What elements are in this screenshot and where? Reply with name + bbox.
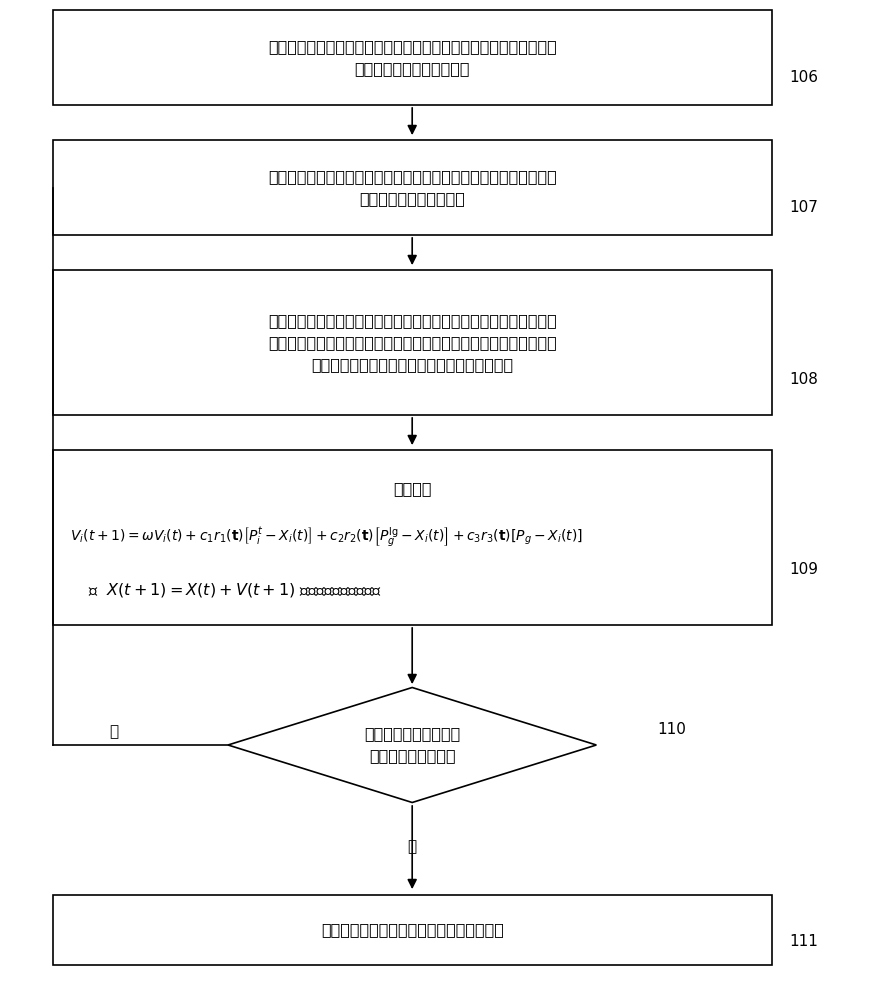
Text: 依据所述各干线上的各交叉口的绿信比和每条干线相邻交叉口间的相
位差，建立多个基础粒子群: 依据所述各干线上的各交叉口的绿信比和每条干线相邻交叉口间的相 位差，建立多个基础… <box>267 39 557 76</box>
Bar <box>53 895 772 965</box>
Bar <box>53 10 772 105</box>
Bar <box>53 140 772 235</box>
Text: 109: 109 <box>789 562 818 578</box>
Text: 是: 是 <box>110 724 118 740</box>
Text: 110: 110 <box>658 722 687 738</box>
Text: 获取上层协调粒子群在迭代过程中的最优解: 获取上层协调粒子群在迭代过程中的最优解 <box>321 922 503 938</box>
Text: 106: 106 <box>789 70 818 85</box>
Text: 和  $X(t+1)=X(t)+V(t+1)$ 更新粒子的速度和位置: 和 $X(t+1)=X(t)+V(t+1)$ 更新粒子的速度和位置 <box>88 581 381 599</box>
Text: 107: 107 <box>789 200 818 215</box>
Text: $V_i(t+1)=\omega V_i(t)+c_1r_1(\mathbf{t})\left[P_i^t-X_i(t)\right]+c_2r_2(\math: $V_i(t+1)=\omega V_i(t)+c_1r_1(\mathbf{t… <box>70 526 583 549</box>
Text: 判断当前迭代次数是否
小于预设的第一阈值: 判断当前迭代次数是否 小于预设的第一阈值 <box>364 726 460 764</box>
Text: 111: 111 <box>789 934 818 950</box>
Polygon shape <box>228 688 596 802</box>
Text: 108: 108 <box>789 372 818 387</box>
Bar <box>53 450 772 625</box>
Text: 依据所述基础粒子的最优解和所述区域路网交通信号控制数学模型，
分别计算上层协调粒子群中各粒子的适应度值，并分别更新所述上层
协调粒子群中各粒子的个体最优解和全局: 依据所述基础粒子的最优解和所述区域路网交通信号控制数学模型， 分别计算上层协调粒… <box>267 313 557 372</box>
Bar <box>53 270 772 415</box>
Text: 否: 否 <box>408 840 417 854</box>
Text: 对所述多个基础粒子群进行迭代寻优，并获取所述多个基础粒子群在
迭代寻优过程中的最优解: 对所述多个基础粒子群进行迭代寻优，并获取所述多个基础粒子群在 迭代寻优过程中的最… <box>267 169 557 206</box>
Text: 依据公式: 依据公式 <box>393 481 431 496</box>
